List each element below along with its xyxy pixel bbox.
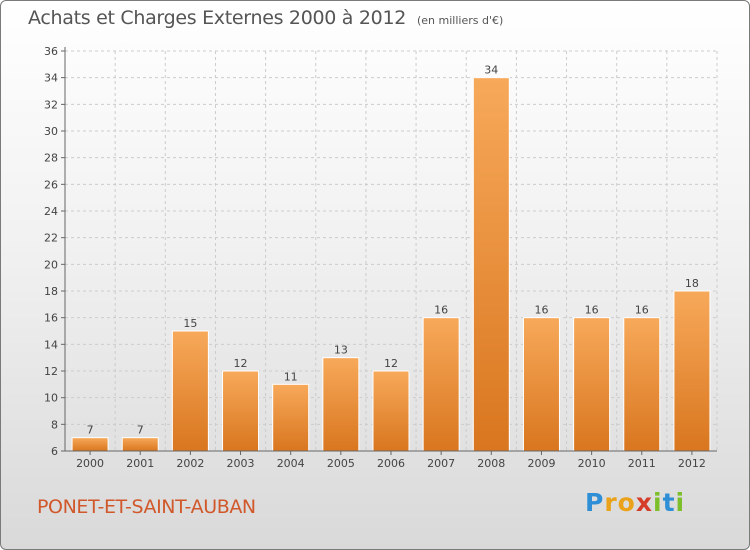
data-label: 16 (635, 304, 649, 317)
y-tick-label: 18 (44, 285, 58, 298)
data-label: 7 (137, 424, 144, 437)
data-label: 16 (585, 304, 599, 317)
logo-letter: i (675, 488, 686, 517)
chart-title: Achats et Charges Externes 2000 à 2012 (28, 7, 407, 29)
x-tick-label: 2010 (578, 457, 606, 470)
y-tick-label: 32 (44, 98, 58, 111)
bar[interactable] (573, 317, 611, 452)
data-label: 18 (685, 277, 699, 290)
bar[interactable] (623, 317, 661, 452)
y-tick-label: 12 (44, 365, 58, 378)
x-tick-label: 2006 (377, 457, 405, 470)
bar[interactable] (272, 383, 310, 452)
bar[interactable] (322, 357, 360, 452)
x-tick-label: 2004 (277, 457, 305, 470)
x-tick-label: 2001 (126, 457, 154, 470)
logo-letter: o (617, 488, 636, 517)
x-tick-label: 2005 (327, 457, 355, 470)
data-label: 13 (334, 344, 348, 357)
data-label: 11 (284, 370, 298, 383)
y-tick-label: 30 (44, 125, 58, 138)
bar[interactable] (422, 317, 460, 452)
bar[interactable] (522, 317, 560, 452)
data-label: 16 (534, 304, 548, 317)
y-tick-label: 6 (51, 445, 58, 458)
bar[interactable] (372, 370, 410, 452)
data-label: 12 (384, 357, 398, 370)
bar[interactable] (472, 77, 510, 452)
y-tick-label: 20 (44, 258, 58, 271)
logo-letter: t (662, 488, 676, 517)
y-tick-label: 34 (44, 72, 58, 85)
y-tick-label: 16 (44, 312, 58, 325)
data-label: 7 (87, 424, 94, 437)
bar[interactable] (121, 437, 159, 452)
y-tick-label: 22 (44, 232, 58, 245)
bar[interactable] (222, 370, 260, 452)
labels: 6 8 10 12 14 16 18 20 22 24 26 28 30 32 34 36 7 2000 7 2001… (44, 45, 706, 470)
data-label: 34 (484, 64, 498, 77)
x-tick-label: 2008 (477, 457, 505, 470)
proxiti-logo[interactable]: Proxiti (585, 488, 685, 517)
y-tick-label: 24 (44, 205, 58, 218)
y-tick-label: 36 (44, 45, 58, 58)
city-name: PONET-ET-SAINT-AUBAN (37, 496, 256, 518)
y-tick-label: 8 (51, 418, 58, 431)
data-label: 12 (234, 357, 248, 370)
x-tick-label: 2000 (76, 457, 104, 470)
bars (71, 77, 711, 452)
x-tick-label: 2002 (176, 457, 204, 470)
data-label: 15 (183, 317, 197, 330)
y-tick-label: 28 (44, 152, 58, 165)
chart-subtitle: (en milliers d'€) (417, 14, 504, 27)
bar[interactable] (71, 437, 109, 452)
logo-letter: r (604, 488, 618, 517)
logo-letter: i (653, 488, 663, 517)
x-tick-label: 2011 (628, 457, 656, 470)
y-tick-label: 26 (44, 178, 58, 191)
x-tick-label: 2012 (678, 457, 706, 470)
axes (61, 47, 717, 455)
x-tick-label: 2009 (527, 457, 555, 470)
logo-letter: x (635, 488, 653, 517)
logo-letter: P (585, 488, 605, 517)
x-tick-label: 2003 (227, 457, 255, 470)
x-tick-label: 2007 (427, 457, 455, 470)
bar[interactable] (171, 330, 209, 452)
y-tick-label: 14 (44, 338, 58, 351)
y-tick-label: 10 (44, 392, 58, 405)
bar[interactable] (673, 290, 711, 452)
data-label: 16 (434, 304, 448, 317)
